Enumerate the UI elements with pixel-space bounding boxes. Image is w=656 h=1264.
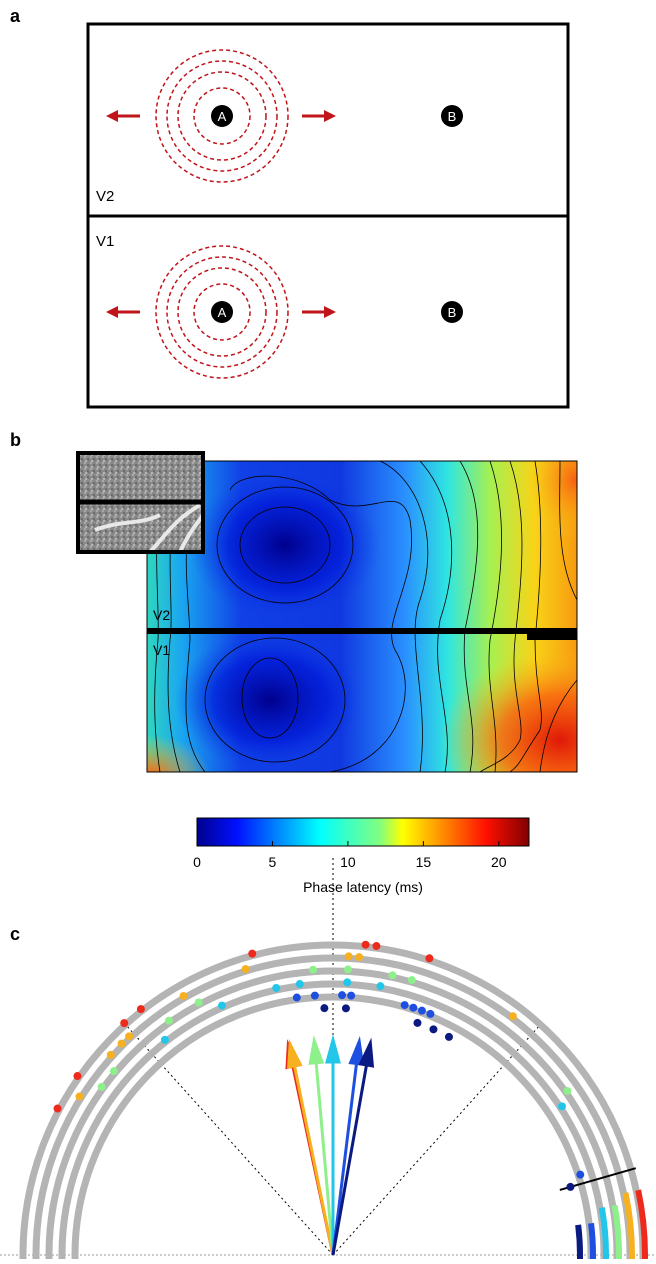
- point: [441, 105, 463, 127]
- phase-dot: [409, 1003, 418, 1012]
- phase-dot: [338, 991, 347, 1000]
- phase-dot: [106, 1050, 115, 1059]
- mean-arrow: [287, 1038, 335, 1256]
- phase-dot: [576, 1170, 585, 1179]
- phase-dot: [347, 991, 356, 1000]
- colorbar-ticks: 0 5 10 15 20: [193, 841, 507, 870]
- point: [211, 105, 233, 127]
- phase-dot: [426, 1009, 435, 1018]
- ring: [19, 941, 647, 1264]
- wave-ring: [193, 87, 251, 145]
- panel-label: b: [10, 430, 21, 450]
- phase-dot: [343, 965, 352, 974]
- phase-dot: [292, 993, 301, 1002]
- phase-dot: [413, 1018, 422, 1027]
- phase-dot: [97, 1082, 106, 1091]
- phase-dot: [310, 991, 319, 1000]
- point: [211, 301, 233, 323]
- mean-arrow: [308, 1035, 335, 1256]
- phase-dot: [320, 1004, 329, 1013]
- ring: [58, 980, 608, 1264]
- phase-dot: [164, 1016, 173, 1025]
- phase-dot: [417, 1006, 426, 1015]
- heatmap-frame: [146, 460, 578, 773]
- phase-dot: [117, 1039, 126, 1048]
- phase-dot: [109, 1067, 118, 1076]
- point: [441, 301, 463, 323]
- phase-dot: [508, 1012, 517, 1021]
- colorbar: [196, 817, 530, 847]
- phase-dot: [53, 1104, 62, 1113]
- wave-ring: [155, 49, 289, 183]
- point-label: A: [218, 109, 227, 124]
- phase-dot: [429, 1025, 438, 1034]
- ring: [45, 967, 621, 1264]
- mean-arrow: [331, 1037, 375, 1256]
- phase-dot: [557, 1102, 566, 1111]
- phase-dot: [563, 1086, 572, 1095]
- tick-label: 0: [193, 854, 201, 870]
- phase-plot: [0, 855, 656, 1264]
- region-label: V1: [153, 642, 170, 658]
- wave-ring: [166, 60, 278, 172]
- ring: [71, 993, 595, 1264]
- tick-label: 20: [491, 854, 507, 870]
- point-label: B: [448, 109, 457, 124]
- wave-ring: [177, 267, 267, 357]
- phase-dot: [136, 1005, 145, 1014]
- tick-label: 5: [269, 854, 277, 870]
- wave-ring: [193, 283, 251, 341]
- phase-dot: [388, 971, 397, 980]
- region-label: V2: [96, 188, 114, 205]
- phase-dot: [400, 1001, 409, 1010]
- colorbar-label: Phase latency (ms): [303, 879, 423, 895]
- phase-dot: [372, 942, 381, 951]
- phase-dot: [343, 978, 352, 987]
- phase-dot: [566, 1182, 575, 1191]
- phase-dot: [376, 982, 385, 991]
- point-label: B: [448, 305, 457, 320]
- phase-dot: [217, 1001, 226, 1010]
- tick-label: 10: [340, 854, 356, 870]
- phase-dot: [309, 965, 318, 974]
- inset: [76, 451, 205, 554]
- phase-dot: [179, 992, 188, 1001]
- stimulus-group: A B V2: [96, 49, 463, 205]
- phase-dot: [444, 1032, 453, 1041]
- phase-dot: [194, 998, 203, 1007]
- phase-dot: [248, 949, 257, 958]
- tick-label: 15: [416, 854, 432, 870]
- point-label: A: [218, 305, 227, 320]
- panel-label: c: [10, 924, 20, 944]
- mean-arrow: [325, 1034, 341, 1255]
- wave-ring: [177, 71, 267, 161]
- heatmap: [147, 461, 577, 772]
- phase-dot: [241, 965, 250, 974]
- region-label: V2: [153, 607, 170, 623]
- phase-dot: [295, 980, 304, 989]
- phase-dot: [425, 954, 434, 963]
- stimulus-group: A B V1: [96, 233, 463, 379]
- wave-ring: [155, 245, 289, 379]
- ring: [32, 954, 634, 1264]
- phase-dot: [341, 1004, 350, 1013]
- phase-dot: [272, 983, 281, 992]
- edge-arc: [575, 1224, 583, 1264]
- edge-arc: [588, 1222, 596, 1264]
- wave-ring: [166, 256, 278, 368]
- phase-dot: [407, 976, 416, 985]
- phase-dot: [361, 940, 370, 949]
- phase-dot: [73, 1072, 82, 1081]
- phase-dot: [160, 1035, 169, 1044]
- region-label: V1: [96, 233, 114, 250]
- phase-dot: [120, 1019, 129, 1028]
- phase-dot: [344, 952, 353, 961]
- panel-label: a: [10, 6, 21, 26]
- phase-dot: [75, 1092, 84, 1101]
- phase-dot: [355, 953, 364, 962]
- phase-dot: [125, 1032, 134, 1041]
